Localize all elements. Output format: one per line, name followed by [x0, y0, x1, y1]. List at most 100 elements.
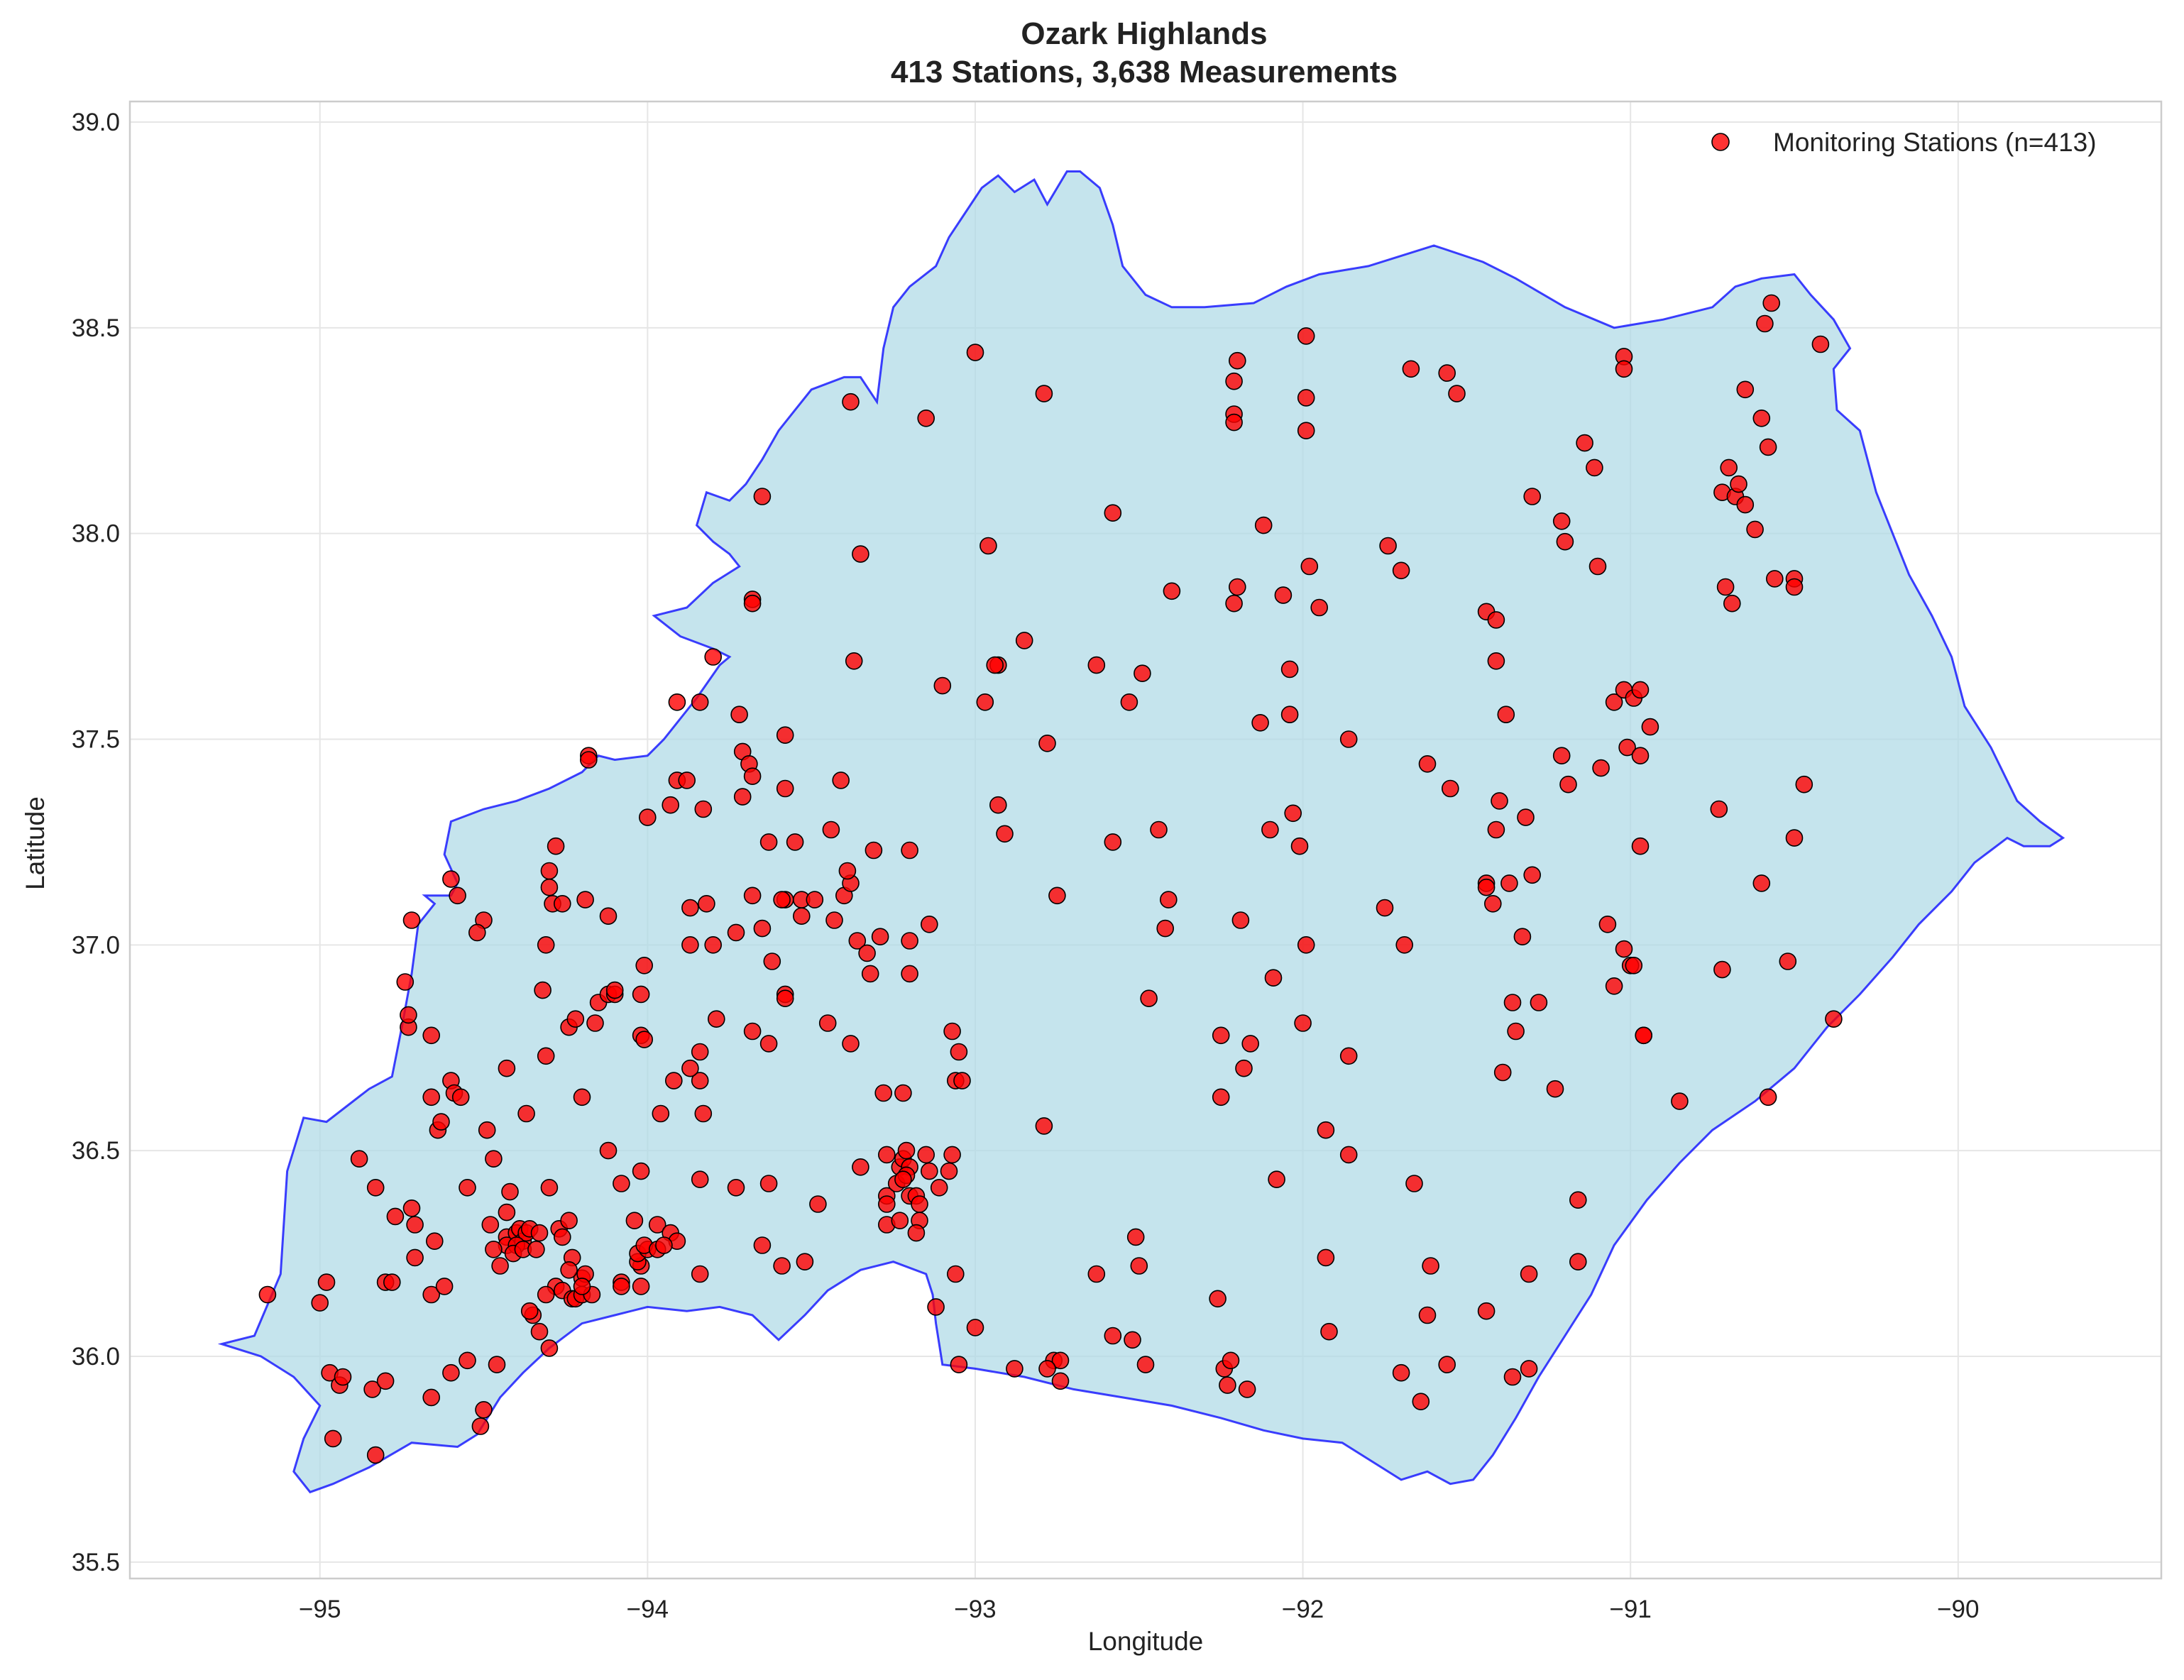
station-point [1507, 1022, 1525, 1041]
station-point [1569, 1253, 1587, 1270]
station-point [386, 1207, 405, 1226]
station-point [1641, 718, 1659, 736]
station-point [498, 1203, 516, 1221]
station-point [1379, 537, 1397, 555]
station-point [599, 1141, 618, 1160]
station-point [1280, 660, 1299, 679]
station-point [743, 886, 762, 905]
y-tick-label: 37.0 [72, 931, 120, 959]
station-point [1297, 422, 1315, 440]
station-point [901, 841, 918, 860]
station-point [1160, 891, 1178, 908]
station-point [527, 1241, 545, 1258]
station-point [1317, 1121, 1335, 1139]
station-point [1477, 878, 1496, 896]
station-point [451, 1088, 470, 1107]
station-point [1559, 775, 1577, 794]
station-point [1605, 693, 1623, 711]
station-point [1720, 459, 1738, 477]
station-point [449, 886, 466, 905]
station-point [1586, 459, 1603, 477]
station-point [773, 891, 791, 908]
station-point [1320, 1322, 1338, 1341]
station-point [1035, 1117, 1053, 1135]
station-point [1238, 1380, 1256, 1398]
station-point [432, 1113, 450, 1131]
station-point [383, 1273, 401, 1291]
station-point [1219, 1376, 1236, 1394]
station-point [1746, 520, 1764, 539]
station-point [366, 1446, 385, 1464]
station-point [852, 1158, 869, 1176]
station-point [691, 1043, 709, 1061]
station-point [1556, 532, 1574, 551]
station-point [1015, 632, 1033, 649]
station-point [1487, 611, 1505, 629]
x-tick-label: −93 [954, 1596, 996, 1623]
station-point [1104, 833, 1122, 851]
station-point [727, 923, 745, 942]
station-point [878, 1195, 896, 1213]
station-point [707, 1010, 725, 1028]
station-point [1716, 578, 1735, 596]
station-point [1588, 557, 1607, 576]
station-point [1310, 598, 1328, 617]
station-point [733, 788, 752, 806]
station-point [1418, 755, 1437, 773]
station-point [809, 1195, 827, 1213]
station-point [1618, 738, 1636, 757]
station-point [694, 1104, 713, 1123]
y-axis-label: Latitude [21, 796, 50, 890]
station-point [681, 899, 699, 917]
station-point [743, 767, 762, 785]
station-point [776, 779, 794, 798]
y-axis-ticks: 35.5 36.0 36.5 37.0 37.5 38.0 38.5 39.0 [72, 109, 120, 1576]
legend: Monitoring Stations (n=413) [1711, 128, 2097, 157]
station-point [759, 1035, 778, 1053]
x-tick-label: −92 [1282, 1596, 1324, 1623]
station-point [1339, 730, 1358, 748]
station-point [635, 957, 654, 974]
station-point [763, 952, 781, 970]
station-point [950, 1356, 968, 1373]
station-point [1339, 1146, 1358, 1164]
station-point [753, 488, 772, 505]
station-point [537, 936, 555, 954]
station-point [1576, 434, 1593, 452]
station-point [773, 1257, 791, 1275]
station-point [1405, 1175, 1423, 1192]
station-point [825, 911, 843, 929]
station-point [911, 1195, 928, 1213]
station-point [485, 1150, 503, 1168]
station-point [350, 1150, 368, 1168]
station-point [921, 1162, 938, 1180]
station-point [625, 1212, 644, 1229]
ozark-region-polygon [217, 170, 2065, 1494]
station-point [573, 1278, 591, 1295]
station-point [953, 1072, 971, 1089]
station-point [848, 932, 867, 950]
station-point [1209, 1290, 1227, 1308]
station-point [1229, 578, 1246, 596]
x-axis-label: Longitude [1088, 1627, 1204, 1656]
station-point [363, 1380, 381, 1398]
station-point [442, 1363, 460, 1382]
station-point [613, 1278, 630, 1295]
station-point [1051, 1372, 1070, 1390]
station-point [1487, 820, 1505, 839]
station-point [917, 409, 935, 427]
station-point [704, 936, 723, 954]
station-point [1225, 372, 1243, 390]
y-tick-label: 37.5 [72, 725, 120, 753]
station-point [966, 1319, 984, 1336]
y-tick-label: 38.5 [72, 314, 120, 342]
station-point [1448, 385, 1466, 402]
station-point [1671, 1092, 1689, 1110]
station-point [996, 825, 1014, 843]
station-point [1520, 1265, 1538, 1283]
station-point [753, 1236, 772, 1254]
station-point [485, 1241, 503, 1258]
station-point [1756, 314, 1774, 333]
station-point [632, 985, 650, 1004]
station-point [1546, 1080, 1564, 1098]
